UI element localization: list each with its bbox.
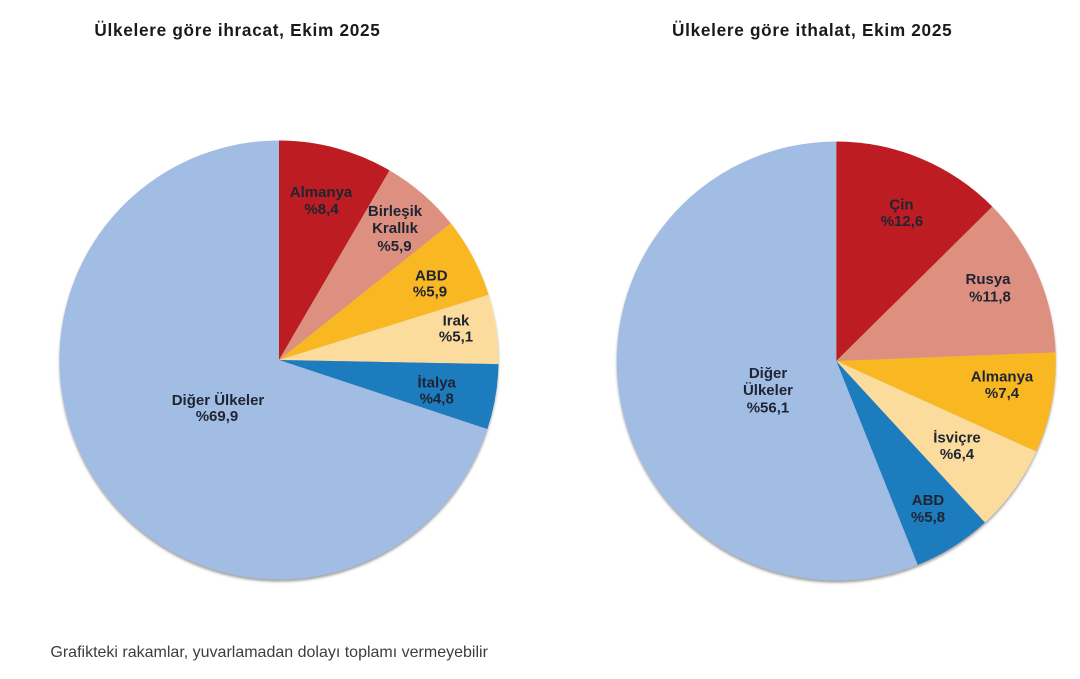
svg-text:Birleşik: Birleşik bbox=[368, 203, 423, 220]
svg-text:ABD: ABD bbox=[912, 492, 945, 509]
svg-text:%6,4: %6,4 bbox=[940, 446, 975, 463]
svg-text:Ülkeler: Ülkeler bbox=[743, 382, 793, 399]
svg-text:İsviçre: İsviçre bbox=[933, 429, 981, 446]
svg-text:İtalya: İtalya bbox=[418, 374, 457, 391]
svg-text:%7,4: %7,4 bbox=[985, 385, 1020, 402]
svg-text:Ülkelere göre ihracat, Ekim 20: Ülkelere göre ihracat, Ekim 2025 bbox=[94, 20, 380, 40]
svg-text:Irak: Irak bbox=[443, 312, 470, 329]
svg-text:%5,9: %5,9 bbox=[413, 284, 447, 301]
svg-text:%56,1: %56,1 bbox=[747, 399, 790, 416]
svg-text:%5,1: %5,1 bbox=[439, 329, 473, 346]
svg-text:%12,6: %12,6 bbox=[881, 213, 924, 230]
svg-text:Çin: Çin bbox=[889, 197, 913, 214]
svg-text:Grafikteki rakamlar, yuvarlama: Grafikteki rakamlar, yuvarlamadan dolayı… bbox=[50, 644, 488, 661]
svg-text:%8,4: %8,4 bbox=[304, 201, 339, 218]
svg-text:%5,9: %5,9 bbox=[377, 238, 411, 255]
svg-text:%11,8: %11,8 bbox=[969, 289, 1011, 306]
svg-text:Krallık: Krallık bbox=[372, 220, 419, 237]
svg-text:%69,9: %69,9 bbox=[196, 408, 239, 425]
svg-text:Ülkelere göre ithalat, Ekim 20: Ülkelere göre ithalat, Ekim 2025 bbox=[672, 20, 952, 40]
svg-text:Almanya: Almanya bbox=[971, 369, 1034, 386]
svg-text:Rusya: Rusya bbox=[965, 271, 1011, 288]
svg-text:ABD: ABD bbox=[415, 268, 448, 285]
svg-text:Almanya: Almanya bbox=[290, 184, 353, 201]
svg-text:%5,8: %5,8 bbox=[911, 509, 945, 526]
svg-text:Diğer Ülkeler: Diğer Ülkeler bbox=[172, 392, 265, 409]
svg-text:%4,8: %4,8 bbox=[420, 391, 454, 408]
svg-text:Diğer: Diğer bbox=[749, 365, 788, 382]
